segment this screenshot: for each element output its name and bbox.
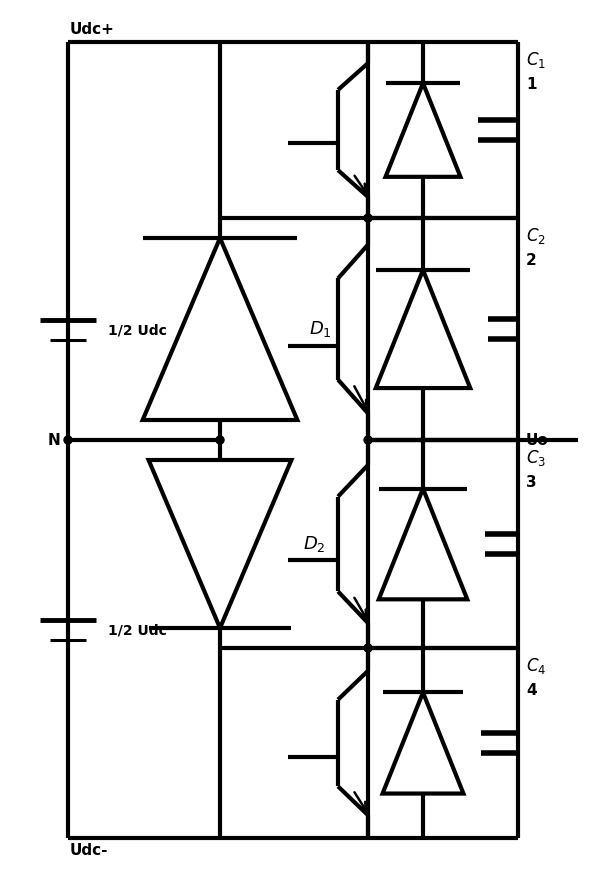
Circle shape [364, 644, 372, 652]
Text: $C_4$: $C_4$ [526, 656, 547, 676]
Circle shape [364, 214, 372, 222]
Text: Udc-: Udc- [70, 843, 108, 858]
Text: $D_2$: $D_2$ [303, 534, 326, 554]
Text: 1: 1 [526, 77, 536, 92]
Circle shape [364, 436, 372, 444]
Text: Uo: Uo [526, 432, 549, 448]
Text: N: N [47, 432, 60, 448]
Text: 3: 3 [526, 475, 537, 490]
Text: Udc+: Udc+ [70, 22, 115, 37]
Text: $C_1$: $C_1$ [526, 50, 546, 70]
Text: $C_2$: $C_2$ [526, 226, 546, 246]
Text: 4: 4 [526, 683, 537, 698]
Text: $D_1$: $D_1$ [309, 319, 332, 339]
Text: 1/2 Udc: 1/2 Udc [108, 623, 167, 637]
Text: 2: 2 [526, 253, 537, 268]
Text: $C_3$: $C_3$ [526, 448, 546, 468]
Circle shape [64, 436, 72, 444]
Circle shape [216, 436, 224, 444]
Text: 1/2 Udc: 1/2 Udc [108, 323, 167, 337]
